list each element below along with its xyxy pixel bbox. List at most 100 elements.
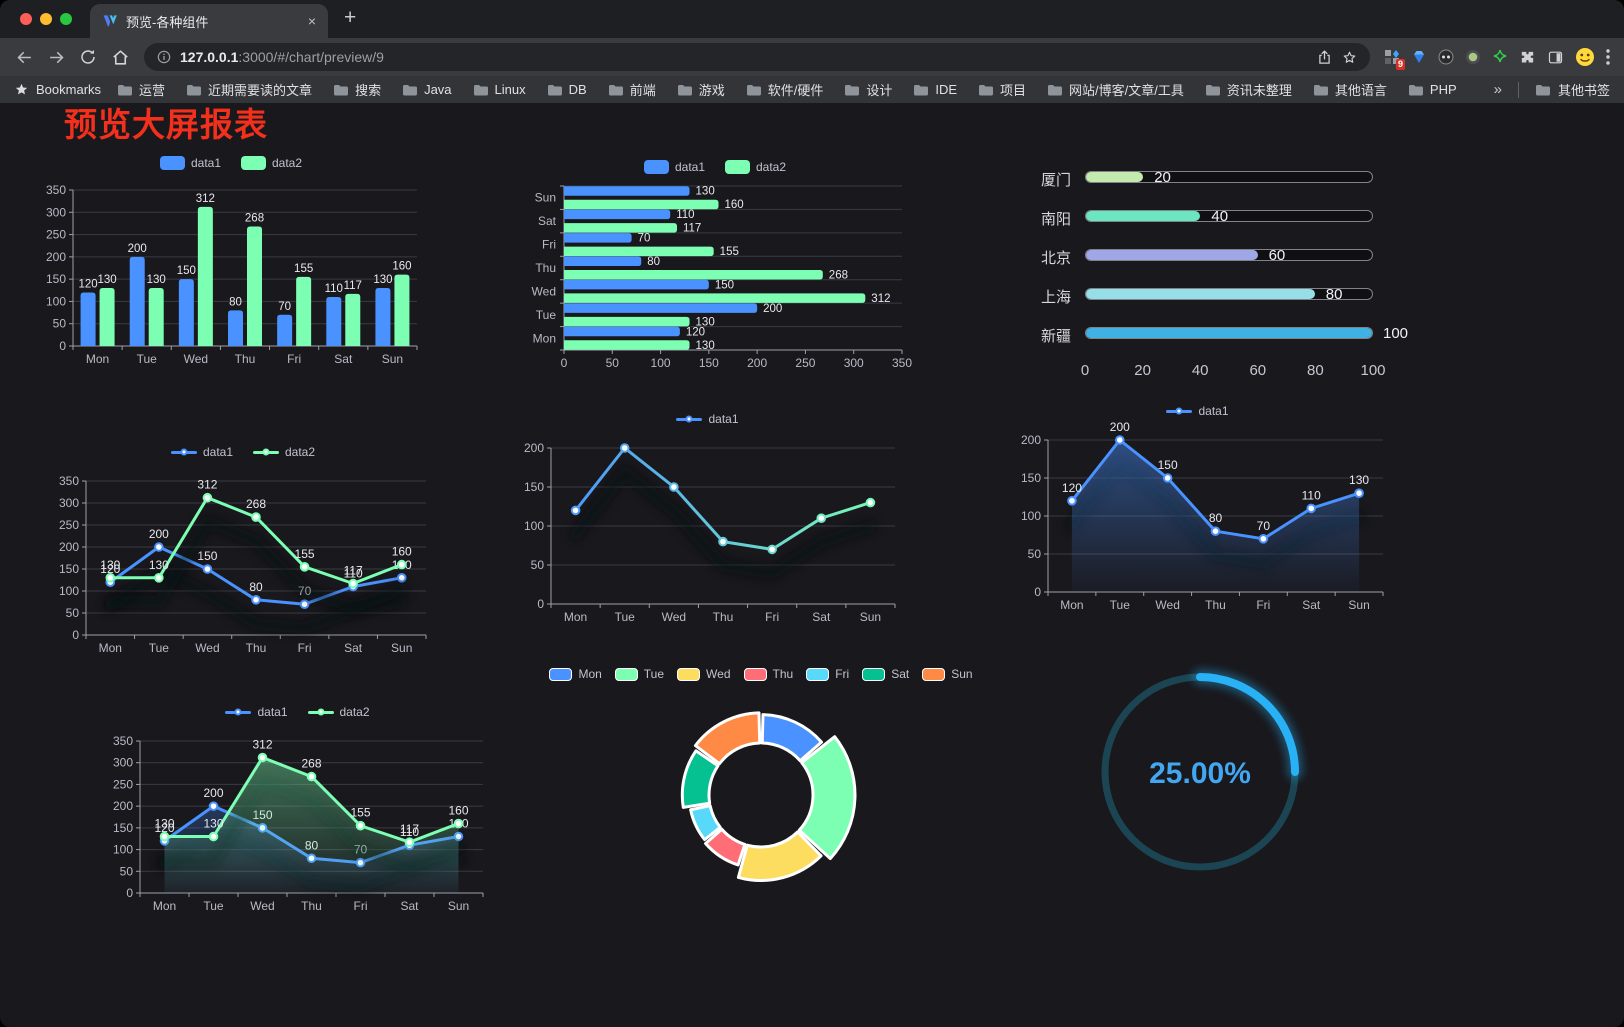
progress-track [1085,327,1373,339]
bookmark-star-icon[interactable] [1341,49,1358,66]
area-line-chart[interactable]: data1 0 50 100 150 200 Mon Tue Wed Thu Fri Sat Sun 12… [1000,400,1395,618]
menu-dots-icon[interactable] [1606,49,1610,65]
legend-item[interactable]: Thu [743,667,793,681]
city-progress-chart[interactable]: 厦门 20 南阳 40 北京 60 上海 80 新疆 100 0 20 40 60 80 100 [1005,158,1408,393]
bookmark-folder[interactable]: 设计 [844,80,892,99]
legend-item[interactable]: data2 [307,705,370,719]
side-panel-icon[interactable] [1547,49,1564,66]
legend-item[interactable]: Sun [922,667,973,681]
two-series-line-chart[interactable]: data1 data2 0 50 100 150 200 250 300 350 Mon Tue Wed… [48,441,438,661]
svg-text:50: 50 [531,558,545,572]
svg-text:250: 250 [113,777,133,791]
extension-proxy-button[interactable]: 9 [1384,49,1405,70]
extensions-puzzle-icon[interactable] [1519,49,1536,66]
back-button[interactable] [8,42,40,72]
legend-item[interactable]: data1 [225,705,288,719]
other-bookmarks-folder[interactable]: 其他书签 [1535,80,1610,99]
site-info-icon[interactable] [156,49,172,65]
bookmark-folder[interactable]: 前端 [608,80,656,99]
legend-item[interactable]: data1 [643,160,705,174]
legend-item[interactable]: data2 [725,160,786,174]
svg-text:312: 312 [252,738,272,752]
progress-fill [1086,250,1258,260]
svg-text:Mon: Mon [153,899,176,913]
bookmark-folder[interactable]: 运营 [117,80,165,99]
svg-text:250: 250 [795,356,815,370]
bookmark-folder[interactable]: PHP [1408,82,1457,97]
progress-value: 80 [1325,286,1343,303]
new-tab-button[interactable]: + [344,6,357,29]
bookmark-folder-label: 前端 [629,83,656,98]
axis-tick-label: 20 [1134,362,1151,379]
minimize-window-button[interactable] [40,13,52,25]
bookmark-folder[interactable]: 网站/博客/文章/工具 [1047,80,1184,99]
folder-icon [1205,84,1220,95]
profile-avatar[interactable] [1575,47,1595,67]
legend-label: Fri [835,667,850,681]
bookmark-folder[interactable]: 游戏 [677,80,725,99]
legend-label: Tue [643,667,665,681]
svg-text:50: 50 [53,317,67,331]
chart-legend: data1 [510,408,905,430]
bookmark-folder[interactable]: 其他语言 [1313,80,1387,99]
legend-item[interactable]: Tue [614,667,665,681]
dark-circle-extension-icon[interactable] [1438,49,1454,65]
bookmark-folder[interactable]: 资讯未整理 [1205,80,1292,99]
svg-text:130: 130 [147,274,166,286]
bookmark-folder[interactable]: 软件/硬件 [746,80,823,99]
bookmark-folder[interactable]: DB [547,82,587,97]
horizontal-bar-chart[interactable]: data1 data2 0 50 100 150 200 250 300 350 Sun Sat Fri… [516,156,914,374]
green-star-extension-icon[interactable] [1492,49,1508,65]
gem-extension-icon[interactable] [1411,49,1427,65]
folder-icon [187,84,202,95]
legend-item[interactable]: data1 [159,156,221,170]
gradient-line-chart[interactable]: data1 0 50 100 150 200 Mon Tue Wed Thu Fri Sat Sun [510,408,905,630]
bookmark-folder[interactable]: IDE [913,82,957,97]
legend-item[interactable]: data1 [1166,404,1229,418]
home-button[interactable] [104,42,136,72]
forward-button[interactable] [40,42,72,72]
bookmark-folder[interactable]: Linux [473,82,526,97]
chart-canvas: 0 50 100 150 200 Mon Tue Wed Thu Fri Sat Sun 120 200 1… [1021,420,1384,612]
tab-close-icon[interactable]: × [307,13,316,29]
folder-icon [403,84,418,95]
svg-text:150: 150 [715,279,734,291]
two-series-area-chart[interactable]: data1 data2 0 50 100 150 200 250 300 350 Mon Tue Wed… [100,701,495,919]
progress-track [1085,288,1373,300]
progress-track [1085,210,1373,222]
svg-text:312: 312 [197,478,217,492]
svg-text:117: 117 [400,822,419,836]
address-bar[interactable]: 127.0.0.1:3000/#/chart/preview/9 [144,43,1370,71]
svg-text:Sun: Sun [535,191,556,205]
bookmark-folder[interactable]: 搜索 [333,80,381,99]
gauge-chart[interactable]: 25.00% [1095,660,1307,878]
legend-item[interactable]: Fri [806,667,849,681]
bookmark-folder[interactable]: 近期需要读的文章 [186,80,312,99]
bookmarks-manager-item[interactable]: Bookmarks [14,82,101,97]
legend-item[interactable]: Sat [862,667,909,681]
share-icon[interactable] [1316,49,1333,66]
svg-text:Mon: Mon [99,641,122,655]
browser-tab[interactable]: 预览-各种组件 × [90,4,328,38]
legend-item[interactable]: Mon [549,667,602,681]
bookmark-folder-label: 资讯未整理 [1226,83,1292,98]
legend-label: data2 [756,160,787,174]
legend-item[interactable]: data2 [253,445,315,459]
bookmarks-overflow-chevron[interactable]: » [1493,81,1502,98]
green-dot-extension-icon[interactable] [1465,49,1481,65]
rose-donut-chart[interactable]: Mon Tue Wed Thu Fri Sat Sun [549,663,973,913]
close-window-button[interactable] [20,13,32,25]
legend-item[interactable]: data2 [241,156,302,170]
legend-item[interactable]: Wed [677,667,731,681]
svg-text:110: 110 [400,825,419,839]
grouped-bar-chart[interactable]: data1 data2 0 50 100 150 200 250 300 350 Mon Tue Wed… [35,152,427,370]
bookmark-folder[interactable]: Java [402,82,452,97]
legend-item[interactable]: data1 [676,412,739,426]
legend-swatch [307,708,334,716]
bookmark-folder[interactable]: 项目 [978,80,1026,99]
bookmark-folder-label: 游戏 [698,83,725,98]
legend-marker-dot [317,708,324,716]
legend-item[interactable]: data1 [170,445,233,459]
reload-button[interactable] [72,42,104,72]
fullscreen-window-button[interactable] [60,13,72,25]
